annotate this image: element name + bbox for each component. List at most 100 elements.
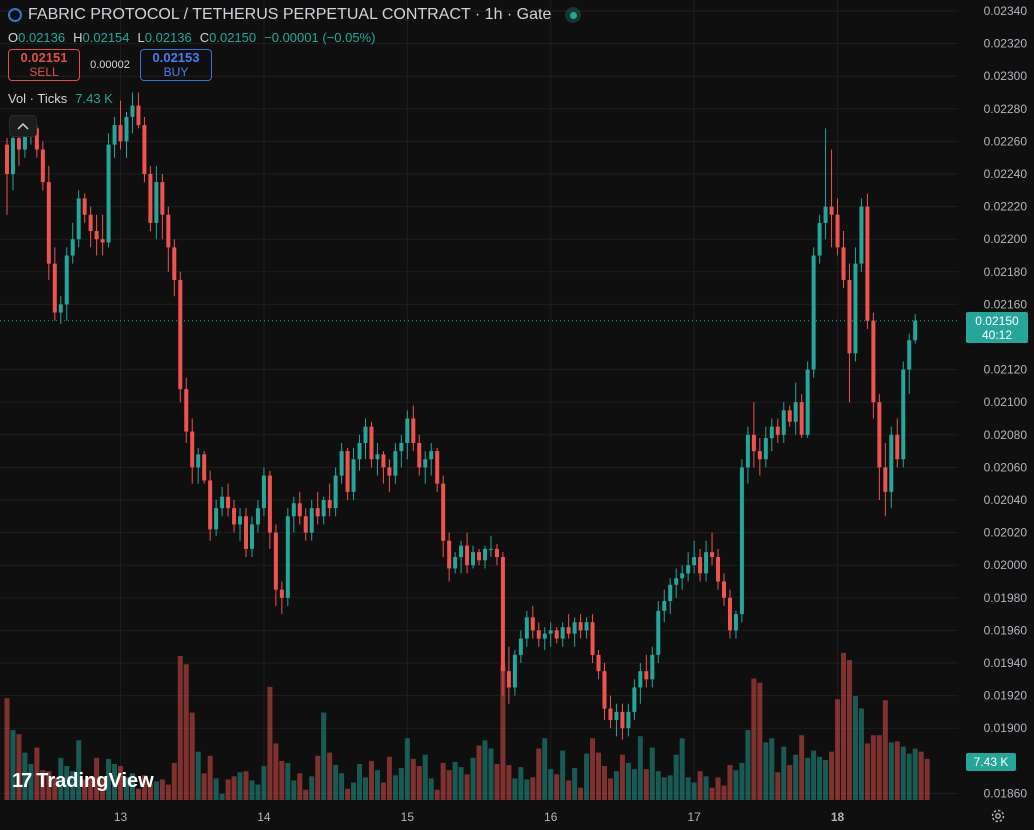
candle-body [751,434,756,452]
sell-button[interactable]: 0.02151 SELL [8,49,80,81]
candle [614,703,619,737]
candle-body [285,516,290,598]
candle-body [913,320,918,341]
volume-bar [363,777,368,800]
candle [733,610,738,639]
candle [483,545,487,569]
candle-body [602,671,607,709]
candle [441,475,446,558]
candle [411,405,416,452]
candle-body [560,627,565,639]
buy-button[interactable]: 0.02153 BUY [140,49,212,81]
candle-body [411,418,416,443]
volume-bar [793,754,799,800]
volume-bar [141,775,147,800]
candle [447,532,452,582]
collapse-legend-button[interactable] [9,115,37,137]
candle [106,133,111,248]
price-axis[interactable]: 0.02340 0.02320 0.02300 0.02280 0.02260 0.022… [984,4,1028,800]
volume-label: Vol · Ticks [8,91,68,106]
volume-bar [237,772,243,800]
volume-bar [506,765,512,800]
candle-body [405,418,410,443]
change-value: −0.00001 (−0.05%) [264,30,376,45]
candle [710,532,715,566]
candle-body [261,475,266,509]
volume-bar [10,730,16,800]
volume-bar [291,780,297,800]
gate-logo-icon [8,8,22,22]
candle [124,112,129,158]
symbol-title[interactable]: FABRIC PROTOCOL / TETHERUS PERPETUAL CON… [28,6,552,23]
price-tick-label: 0.02040 [984,493,1028,507]
symbol-title-row[interactable]: FABRIC PROTOCOL / TETHERUS PERPETUAL CON… [8,6,582,24]
candle-body [781,410,786,435]
tradingview-logo[interactable]: 17 TradingView [12,770,154,793]
volume-bar [870,735,876,800]
high-label: H [73,30,83,45]
candle [506,646,511,704]
candle-body [889,434,894,492]
volume-bar [4,698,10,800]
candle-body [172,247,177,280]
candle-body [793,402,798,422]
volume-bar [709,787,715,800]
candle-body [166,214,171,248]
candle [5,138,9,215]
time-axis[interactable]: 13 14 15 16 17 18 [114,810,845,824]
volume-bar [817,756,823,800]
candle [429,442,434,476]
candle-body [52,263,57,313]
volume-bar [823,759,829,800]
candle-body [327,500,332,509]
candle [465,532,470,574]
candle-body [542,633,547,639]
candle [285,508,290,606]
volume-bar [159,779,165,800]
candle-body [530,617,535,631]
volume-bar [94,757,100,800]
volume-bar [566,780,572,800]
low-label: L [137,30,145,45]
candle-body [811,255,816,370]
candle-body [698,557,703,574]
candle [381,451,386,484]
candle [572,617,577,647]
candle [518,630,523,663]
candle [345,447,350,500]
candle-body [130,105,135,117]
candle [692,540,697,574]
candle [315,491,320,525]
candle [118,100,123,150]
candle [680,565,685,590]
candle-body [441,483,446,541]
candle [232,500,237,533]
candle [112,116,117,158]
volume-bar [135,788,141,800]
volume-bar [769,738,775,800]
candle-body [303,516,308,533]
candle-body [417,442,422,468]
volume-bar [548,769,554,800]
candle-body [447,540,452,569]
candle-body [692,557,697,566]
candle [865,193,870,329]
candle-body [249,524,254,549]
candle-body [232,508,237,525]
market-status-icon[interactable] [565,7,582,23]
volume-bar [560,750,566,800]
settings-button[interactable] [988,806,1008,826]
volume-bar [846,660,852,800]
candle-body [154,182,159,223]
last-price-label: 0.02150 40:12 [966,312,1028,343]
candle [261,467,266,517]
volume-legend[interactable]: Vol · Ticks 7.43 K [8,91,581,106]
volume-bar [46,771,52,800]
volume-bar [195,751,201,800]
gear-icon [991,809,1005,823]
candle-body [500,557,505,672]
volume-bar [380,782,386,800]
candle [704,540,709,582]
volume-bar [745,730,751,800]
